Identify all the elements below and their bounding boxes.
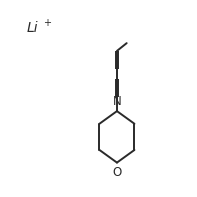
Text: Li: Li [27,21,38,35]
Text: N: N [112,95,121,108]
Text: +: + [43,18,51,28]
Text: O: O [112,165,122,178]
